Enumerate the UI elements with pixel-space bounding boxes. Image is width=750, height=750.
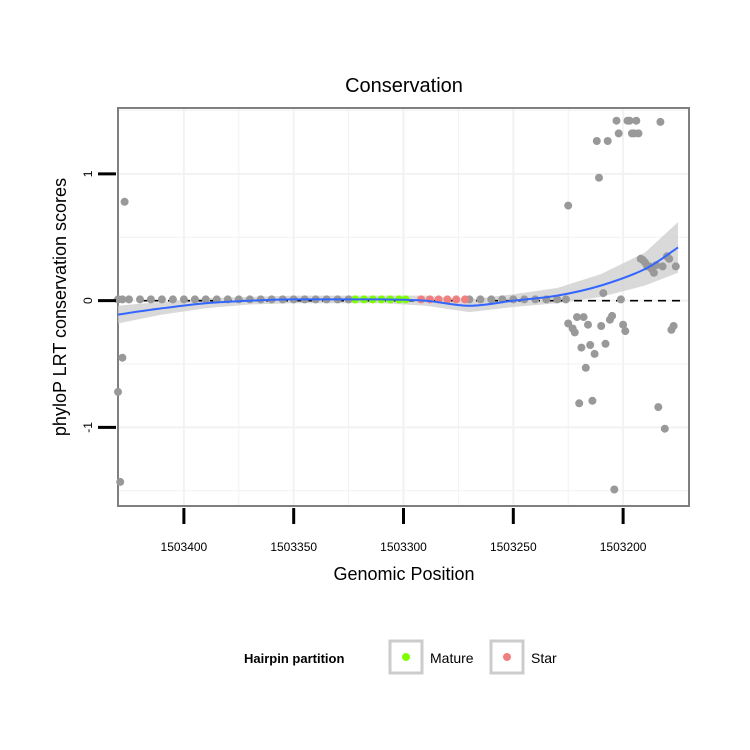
- data-points: [114, 116, 680, 494]
- point-other: [649, 268, 658, 277]
- point-other: [577, 343, 586, 352]
- point-other: [669, 322, 678, 330]
- point-star: [461, 295, 469, 304]
- point-other: [579, 313, 588, 322]
- point-other: [179, 295, 188, 304]
- point-other: [590, 349, 599, 358]
- legend-swatch-mature: [402, 653, 410, 661]
- point-other: [114, 387, 122, 396]
- point-other: [146, 295, 155, 304]
- y-tick-label: -1: [81, 422, 95, 433]
- point-other: [632, 116, 641, 125]
- point-other: [116, 477, 125, 486]
- loess-line: [117, 246, 679, 316]
- legend-label-star: Star: [531, 650, 557, 666]
- point-other: [616, 295, 625, 304]
- x-axis: 1503400 1503350 1503300 1503250 1503200: [161, 508, 647, 554]
- x-tick-label: 1503200: [600, 540, 647, 554]
- point-other: [245, 295, 254, 304]
- point-other: [608, 311, 617, 320]
- legend-title: Hairpin partition: [244, 651, 344, 666]
- x-tick-label: 1503300: [380, 540, 427, 554]
- point-other: [575, 399, 584, 408]
- y-axis: 1 0 -1: [81, 170, 116, 433]
- point-other: [614, 129, 623, 138]
- x-axis-title: Genomic Position: [333, 564, 474, 584]
- y-axis-title: phyloP LRT conservation scores: [50, 178, 70, 436]
- point-other: [157, 295, 166, 304]
- point-other: [671, 262, 680, 271]
- point-other: [562, 295, 570, 304]
- point-other: [586, 341, 595, 349]
- legend-swatch-star: [503, 653, 511, 661]
- x-tick-label: 1503400: [161, 540, 208, 554]
- point-other: [570, 328, 579, 337]
- point-other: [621, 327, 630, 336]
- legend-label-mature: Mature: [430, 650, 474, 666]
- point-other: [658, 262, 667, 271]
- point-other: [625, 116, 634, 125]
- point-other: [581, 363, 590, 372]
- point-other: [584, 320, 592, 329]
- x-tick-label: 1503250: [490, 540, 537, 554]
- point-other: [120, 197, 129, 206]
- point-other: [592, 137, 601, 145]
- point-other: [597, 322, 606, 330]
- y-tick-label: 1: [81, 170, 95, 177]
- point-other: [634, 129, 643, 138]
- point-star: [452, 295, 461, 304]
- point-other: [654, 403, 663, 412]
- point-other: [476, 295, 485, 304]
- point-other: [588, 396, 597, 405]
- point-other: [612, 116, 621, 125]
- x-tick-label: 1503350: [270, 540, 317, 554]
- point-other: [619, 320, 628, 329]
- point-other: [601, 339, 610, 348]
- y-tick-label: 0: [81, 297, 95, 304]
- point-other: [599, 289, 608, 298]
- point-other: [168, 295, 177, 304]
- point-other: [125, 295, 133, 304]
- point-other: [610, 485, 619, 494]
- point-other: [603, 137, 612, 145]
- point-other: [201, 295, 210, 304]
- point-other: [190, 295, 199, 304]
- chart-title: Conservation: [345, 75, 463, 97]
- point-other: [136, 295, 144, 304]
- point-other: [118, 295, 127, 304]
- point-other: [573, 313, 581, 322]
- point-other: [595, 173, 603, 182]
- point-other: [656, 117, 665, 126]
- point-star: [443, 295, 452, 304]
- point-other: [118, 353, 127, 362]
- point-other: [665, 254, 674, 263]
- point-other: [553, 295, 562, 304]
- smooth-curve: [117, 246, 679, 316]
- legend: Hairpin partition Mature Star: [244, 639, 557, 675]
- point-other: [660, 424, 669, 433]
- point-other: [564, 201, 573, 210]
- point-other: [487, 295, 496, 304]
